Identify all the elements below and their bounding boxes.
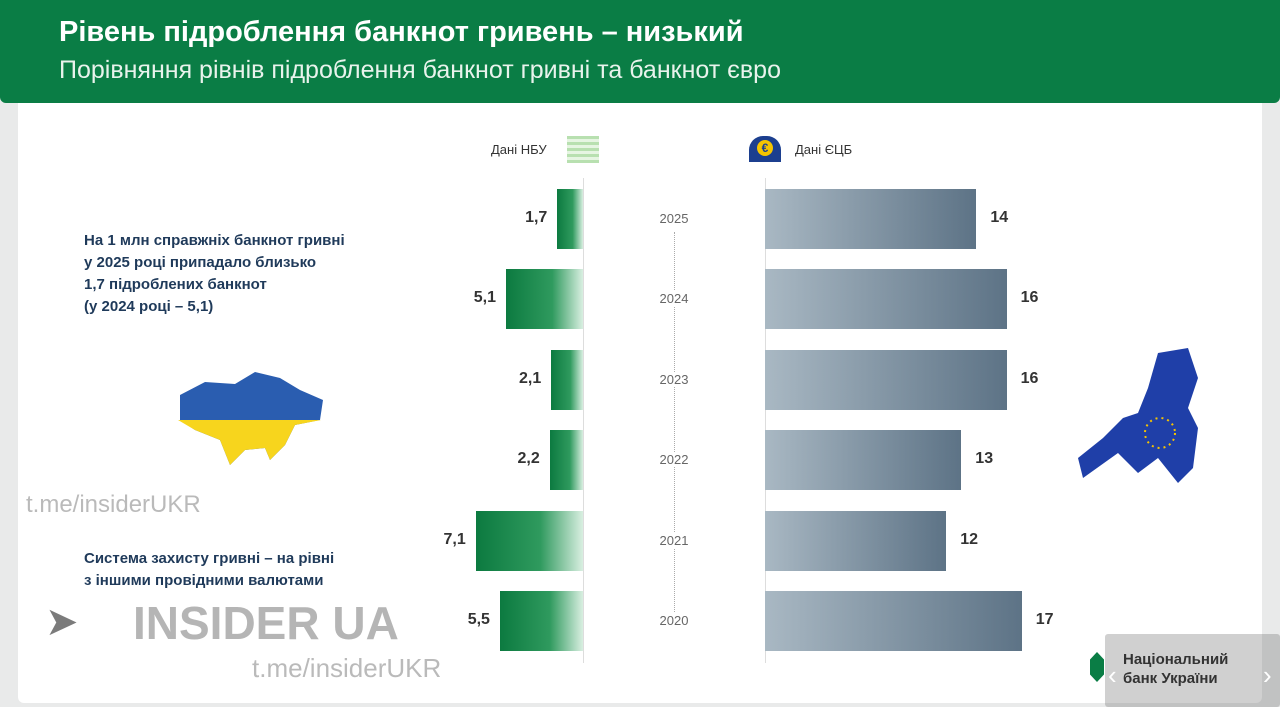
nbu-value-label: 2,2	[517, 450, 540, 468]
year-label: 2021	[644, 532, 704, 548]
note-line: у 2025 році припадало близько	[84, 254, 317, 271]
ecb-value-label: 16	[1020, 369, 1039, 387]
ecb-value-label: 13	[975, 450, 994, 468]
nbu-value-label: 5,1	[473, 289, 496, 307]
note-line: 1,7 підроблених банкнот	[84, 276, 267, 293]
header: Рівень підроблення банкнот гривень – низ…	[0, 0, 1280, 103]
nbu-value-label: 1,7	[525, 209, 548, 226]
nbu-bar	[499, 591, 583, 651]
watermark-link: t.me/insiderUKR	[252, 653, 442, 683]
year-label: 2025	[644, 211, 704, 226]
page-title: Рівень підроблення банкнот гривень – низ…	[59, 16, 744, 48]
ecb-bar	[765, 269, 1007, 330]
ecb-bar	[765, 430, 962, 491]
eu-map-icon	[1078, 348, 1198, 483]
nbu-value-label: 2,1	[519, 369, 542, 387]
ecb-logo-icon: €	[749, 136, 781, 162]
year-connector	[674, 232, 675, 612]
nbu-axis	[583, 178, 584, 663]
page-subtitle: Порівняння рівнів підроблення банкнот гр…	[59, 56, 781, 84]
ecb-value-label: 14	[990, 209, 1009, 226]
note-line: (у 2024 році – 5,1)	[84, 298, 214, 315]
year-label: 2020	[644, 613, 704, 628]
next-slide-button[interactable]: ›	[1263, 660, 1272, 690]
nbu-logo-text: Національний банк України	[1123, 650, 1228, 688]
ecb-bar	[765, 189, 977, 249]
nbu-value-label: 7,1	[443, 530, 466, 548]
legend-ecb: Дані ЄЦБ	[795, 142, 853, 157]
ecb-bar	[765, 510, 947, 571]
note-line: з іншими провідними валютами	[84, 572, 324, 589]
year-label: 2024	[644, 291, 704, 307]
nbu-value-label: 5,5	[467, 611, 490, 628]
nbu-logo-icon	[1090, 652, 1104, 682]
year-label: 2022	[644, 452, 704, 468]
nbu-bar	[475, 510, 583, 571]
logo-line: Національний	[1123, 651, 1229, 668]
ecb-value-label: 12	[960, 530, 978, 548]
ukraine-map-icon	[178, 372, 323, 465]
ecb-bar	[765, 349, 1007, 410]
banknotes-icon	[567, 136, 599, 163]
ecb-value-label: 16	[1020, 289, 1039, 307]
nbu-bar	[557, 189, 583, 249]
watermark-link-top: t.me/insiderUKR	[26, 491, 201, 518]
nbu-bar	[551, 349, 583, 410]
legend-nbu: Дані НБУ	[491, 142, 547, 157]
year-label: 2023	[644, 371, 704, 387]
ecb-value-label: 17	[1035, 611, 1054, 628]
nbu-bar	[505, 269, 583, 330]
logo-line: банк України	[1123, 670, 1218, 687]
prev-slide-button[interactable]: ‹	[1108, 660, 1117, 690]
note-line: На 1 млн справжніх банкнот гривні	[84, 232, 345, 249]
ecb-bar	[765, 591, 1022, 651]
note-top: На 1 млн справжніх банкнот гривні у 2025…	[84, 230, 345, 318]
telegram-icon: ➤	[45, 600, 79, 644]
note-bottom: Система захисту гривні – на рівні з інши…	[84, 548, 334, 592]
slide-nav: ‹ ›	[1105, 634, 1280, 707]
note-line: Система захисту гривні – на рівні	[84, 550, 335, 567]
watermark-brand: INSIDER UA	[133, 597, 399, 649]
nbu-bar	[549, 430, 583, 491]
ecb-axis	[765, 178, 766, 663]
